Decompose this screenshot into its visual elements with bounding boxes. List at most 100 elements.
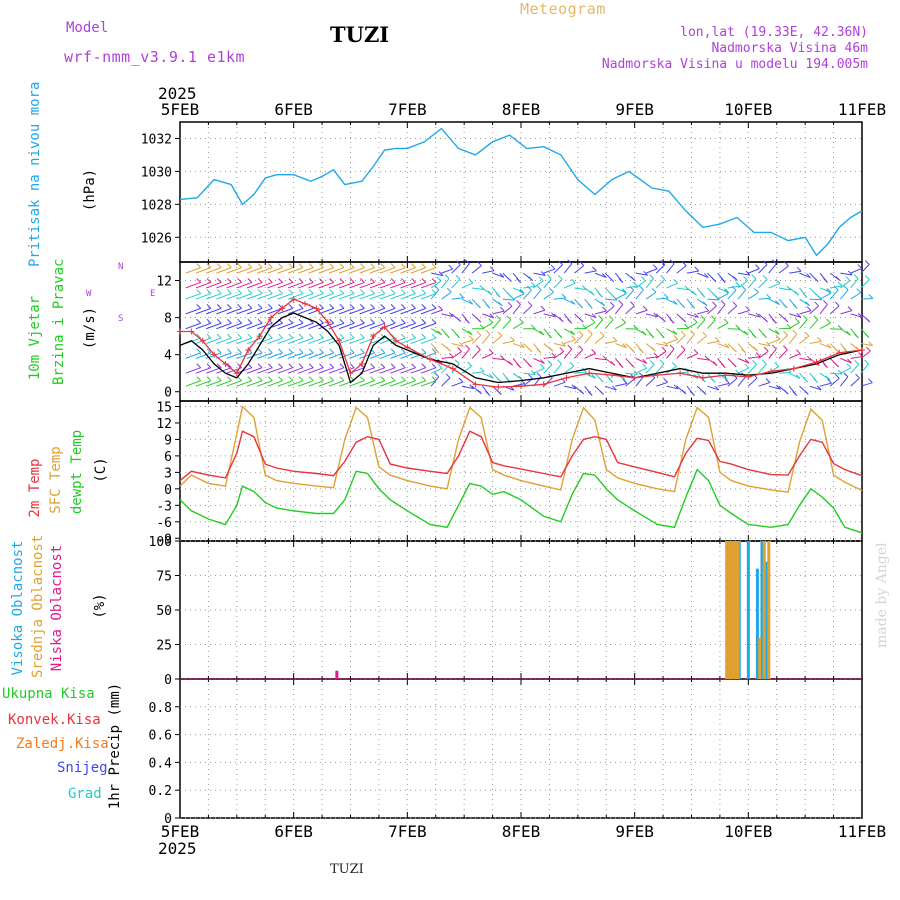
wind-barb-tip [518, 375, 524, 381]
wind-barb-tip [735, 281, 741, 287]
wind-barb-tip [257, 318, 263, 324]
wind-barb-tip [519, 288, 525, 294]
wind-barb [840, 289, 849, 300]
wind-barb [451, 381, 464, 387]
wind-barb-tip [724, 288, 730, 293]
wind-barb-tip [723, 289, 729, 294]
wind-barb [216, 367, 232, 374]
wind-barb-tip [247, 263, 253, 268]
wind-barb-tip [319, 278, 324, 283]
wind-barb-tip [587, 329, 593, 335]
wind-barb [257, 281, 273, 289]
wind-barb-tip [847, 306, 853, 311]
wind-compass-n: N [118, 262, 124, 272]
wind-barb [563, 365, 575, 374]
wind-barb-tip [380, 304, 386, 309]
wind-gust-marker [813, 359, 820, 366]
wind-barb-tip [853, 274, 859, 279]
wind-barb-tip [339, 363, 345, 369]
wind-barb-tip [834, 362, 839, 368]
wind-barb [563, 328, 575, 336]
wind-barb [829, 305, 840, 315]
wind-barb-tip [257, 289, 263, 294]
wind-barb [185, 380, 201, 387]
wind-barb-tip [530, 281, 536, 287]
wind-barb [287, 322, 304, 330]
wind-barb-tip [845, 276, 851, 281]
wind-barb-tip [557, 359, 562, 365]
wind-barb-tip [633, 281, 638, 287]
wind-barb [471, 334, 482, 344]
wind-barb-tip [536, 348, 542, 354]
cloud-bar [767, 541, 771, 679]
wind-barb [860, 264, 870, 274]
wind-barb [553, 343, 566, 347]
wind-barb [369, 267, 386, 274]
wind-barb [850, 377, 860, 387]
wind-barb [420, 337, 437, 345]
wind-barb [656, 343, 669, 347]
wind-barb-tip [288, 333, 294, 339]
wind-barb-tip [507, 301, 513, 307]
wind-barb [809, 319, 819, 330]
wind-barb-tip [776, 384, 781, 390]
wind-barb-tip [516, 300, 521, 305]
y-tick-label: 12 [156, 275, 172, 290]
wind-barb-tip [612, 385, 617, 391]
wind-barb-tip [762, 260, 768, 265]
precip-legend-snow: Snijeg [57, 760, 108, 776]
wind-barb [420, 367, 437, 374]
wind-barb [819, 293, 831, 300]
wind-barb-tip [465, 318, 470, 324]
wind-barb [308, 267, 324, 274]
wind-gust-marker [540, 381, 547, 388]
wind-barb-tip [495, 292, 501, 298]
wind-barb-tip [390, 363, 396, 369]
wind-barb [645, 364, 655, 374]
wind-barb-tip [469, 384, 475, 389]
wind-barb [318, 307, 334, 315]
wind-barb-tip [641, 276, 646, 282]
wind-barb [298, 322, 314, 330]
wind-barb-tip [237, 376, 242, 382]
wind-barb [287, 281, 304, 289]
sfc-temp-line [179, 405, 863, 493]
wind-barb-tip [629, 347, 635, 353]
wind-barb [205, 293, 222, 300]
wind-barb [727, 305, 738, 315]
model-label: Model [66, 20, 109, 36]
wind-barb-tip [711, 315, 716, 321]
wind-barb-tip [360, 278, 365, 283]
wind-barb-tip [267, 376, 273, 382]
wind-barb-tip [370, 304, 375, 309]
wind-barb [216, 380, 232, 387]
wind-barb-tip [540, 271, 546, 276]
wind-barb [635, 309, 648, 315]
wind-barb-tip [485, 329, 491, 335]
wind-barb-tip [827, 378, 832, 384]
wind-barb-tip [723, 318, 729, 324]
wind-barb [615, 343, 627, 349]
wind-barb-tip [792, 303, 798, 309]
wind-barb-tip [319, 348, 324, 354]
wind-barb-tip [663, 341, 669, 347]
wind-barb [645, 278, 654, 289]
wind-barb [185, 293, 201, 300]
wind-barb-tip [488, 348, 494, 354]
wind-barb [533, 289, 542, 300]
wind-barb-tip [411, 304, 416, 309]
wind-barb-tip [823, 278, 828, 283]
wind-barb-tip [639, 285, 644, 291]
tick-labels: 102610281030103204812-9-6-30369121502550… [141, 100, 886, 841]
wind-barb [788, 321, 800, 330]
wind-barb [451, 351, 462, 359]
wind-barb-tip [380, 348, 386, 354]
wind-barb [359, 267, 375, 274]
wind-barb-tip [672, 362, 677, 367]
wind-barb [318, 380, 334, 387]
wind-barb [308, 352, 324, 359]
wind-barb-tip [468, 278, 474, 284]
wind-barb-tip [704, 306, 710, 312]
wind-barb-tip [530, 370, 536, 375]
wind-barb-tip [411, 376, 416, 382]
